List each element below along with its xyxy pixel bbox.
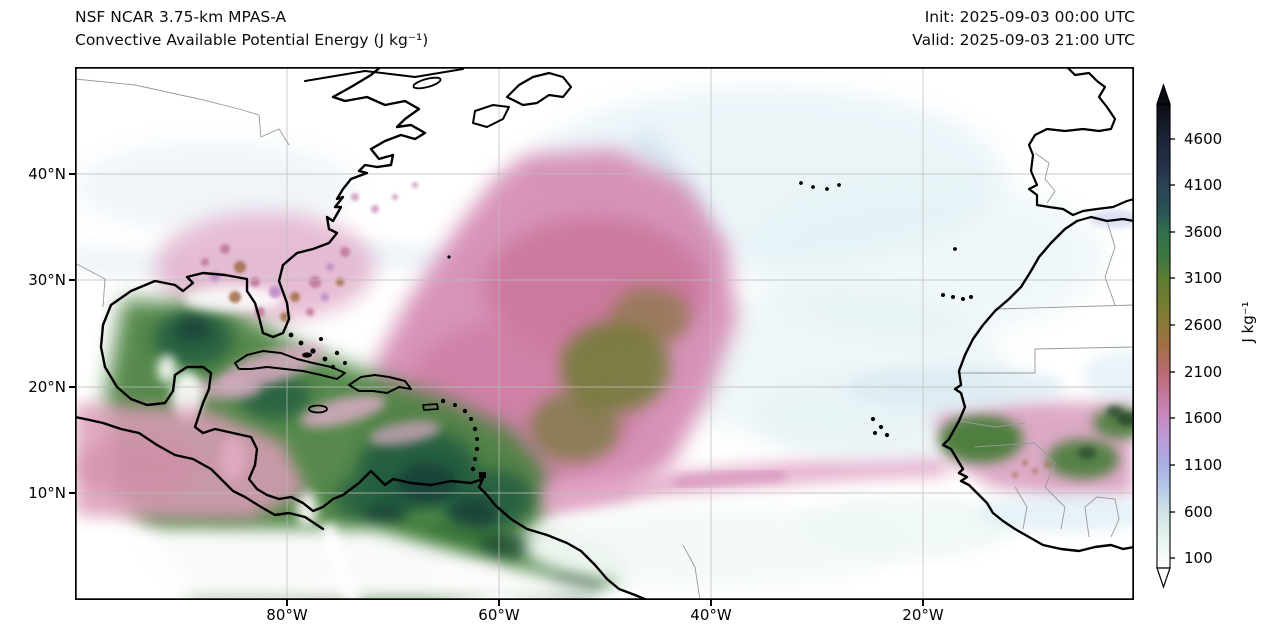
coastline-pacific-central-america	[75, 415, 325, 531]
x-axis-tick	[710, 600, 712, 606]
coastline-anticosti	[412, 76, 442, 90]
y-axis-tick	[69, 386, 75, 388]
x-axis-label-40w: 40°W	[690, 606, 732, 624]
convection-speckles	[201, 182, 418, 322]
coastline-jamaica	[308, 404, 328, 414]
colorbar-extend-arrow-down	[1156, 567, 1171, 589]
coastline-africa-atlantic	[941, 219, 1134, 553]
coastline-morocco-mediterranean	[1075, 215, 1134, 223]
y-axis-label-30n: 30°N	[28, 271, 66, 289]
x-axis-label-20w: 20°W	[902, 606, 944, 624]
y-axis-tick	[69, 173, 75, 175]
colorbar-label-2600: 2600	[1184, 316, 1223, 334]
map-canvas	[75, 67, 1134, 600]
coastline-nova-scotia	[472, 104, 510, 128]
colorbar-label-1100: 1100	[1184, 456, 1223, 474]
map-frame	[75, 67, 1134, 600]
coastline-newfoundland	[505, 71, 573, 107]
x-axis-tick	[498, 600, 500, 606]
y-axis-tick	[69, 279, 75, 281]
coastline-quebec-north-shore	[304, 68, 464, 82]
map-plot-area	[75, 67, 1134, 600]
colorbar-label-1600: 1600	[1184, 409, 1223, 427]
valid-time-label: Valid: 2025-09-03 21:00 UTC	[912, 31, 1135, 49]
coastline-cuba	[234, 350, 346, 380]
colorbar-label-4600: 4600	[1184, 130, 1223, 148]
y-axis-label-20n: 20°N	[28, 378, 66, 396]
y-axis-label-10n: 10°N	[28, 484, 66, 502]
island-dots-layer	[288, 181, 973, 478]
borders-layer	[75, 78, 1134, 600]
y-axis-tick	[69, 492, 75, 494]
cape-field-layer	[75, 87, 1134, 600]
colorbar-label-100: 100	[1184, 549, 1213, 567]
colorbar-label-2100: 2100	[1184, 363, 1223, 381]
x-axis-label-80w: 80°W	[266, 606, 308, 624]
colorbar-ticks	[1170, 138, 1175, 559]
colorbar-label-600: 600	[1184, 503, 1213, 521]
colorbar-label-3600: 3600	[1184, 223, 1223, 241]
colorbar-extend-arrow-up	[1156, 83, 1171, 105]
colorbar-label-3100: 3100	[1184, 269, 1223, 287]
x-axis-label-60w: 60°W	[478, 606, 520, 624]
init-time-label: Init: 2025-09-03 00:00 UTC	[924, 8, 1135, 26]
colorbar-gradient	[1156, 103, 1171, 569]
y-axis-label-40n: 40°N	[28, 165, 66, 183]
coastline-hispaniola	[348, 374, 412, 394]
coastlines-layer	[75, 67, 1134, 600]
x-axis-tick	[922, 600, 924, 606]
coastline-iberia-france	[1027, 67, 1134, 217]
colorbar-label-4100: 4100	[1184, 176, 1223, 194]
figure-title: NSF NCAR 3.75-km MPAS-A	[75, 8, 287, 26]
coastline-north-america	[99, 67, 649, 600]
x-axis-tick	[286, 600, 288, 606]
figure-subtitle: Convective Available Potential Energy (J…	[75, 31, 429, 49]
colorbar	[1156, 83, 1175, 589]
gridlines-layer	[75, 67, 1134, 600]
coastline-puerto-rico	[422, 403, 439, 411]
colorbar-unit-label: J kg⁻¹	[1239, 301, 1257, 343]
